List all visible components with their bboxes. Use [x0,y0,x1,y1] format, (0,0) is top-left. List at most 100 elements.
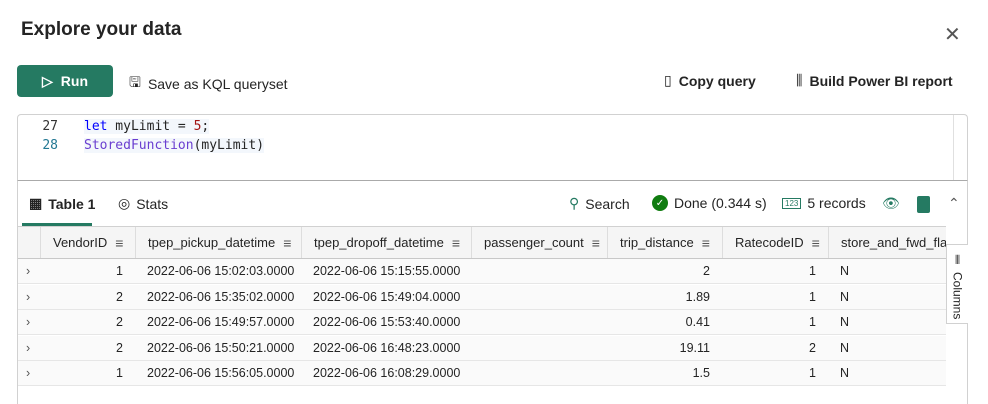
search-button[interactable]: ⚲ Search [569,195,630,212]
query-editor[interactable]: 27 let myLimit = 5; 28 StoredFunction(my… [17,114,968,181]
column-menu-icon[interactable]: ≡ [701,234,710,251]
table-row[interactable]: › 1 2022-06-06 15:56:05.0000 2022-06-06 16:… [18,361,946,386]
tab-label: Table 1 [48,195,96,212]
table-cell: 2022-06-06 16:48:23.0000 [313,340,461,355]
status: ✓ Done (0.344 s) [652,195,767,211]
column-header[interactable]: store_and_fwd_flag≡ [828,227,946,258]
table-cell: 0.41 [685,315,710,329]
expand-row-icon[interactable]: › [26,340,31,355]
copy-label: Copy query [678,72,756,89]
expand-row-icon[interactable]: › [26,264,31,278]
line-number: 27 [42,119,58,134]
expand-column [18,227,40,258]
tab-label: Stats [136,195,169,212]
status-text: Done (0.344 s) [674,195,767,211]
table-cell [471,361,607,385]
tab-table-1[interactable]: ▦ Table 1 [29,195,95,212]
records-text: 5 records [807,195,866,211]
column-header[interactable]: tpep_dropoff_datetime ≡ [301,227,471,258]
expand-row-icon[interactable]: › [26,289,31,304]
table-cell: N [840,366,850,380]
table-cell: 2022-06-06 15:50:21.0000 [147,340,295,355]
number-icon: 123 [782,197,802,209]
code-line: StoredFunction(myLimit) [84,138,265,153]
column-header[interactable]: VendorID ≡ [40,227,135,258]
table-cell: 2 [116,340,123,355]
column-menu-icon[interactable]: ≡ [591,234,600,251]
column-menu-icon[interactable]: ≡ [451,234,461,251]
column-title: passenger_count [484,235,584,250]
clipboard-icon[interactable] [917,196,930,213]
active-tab-indicator [22,223,92,226]
copy-icon: ▯ [664,72,672,88]
column-header[interactable]: passenger_count ≡ [471,227,607,258]
powerbi-label: Build Power BI report [809,72,953,89]
table-row[interactable]: › 2 2022-06-06 15:50:21.0000 2022-06-06 16:… [18,335,946,361]
table-row[interactable]: › 1 2022-06-06 15:02:03.0000 2022-06-06 15:… [18,259,946,284]
expand-row-icon[interactable]: › [26,315,31,329]
column-title: VendorID [53,235,108,250]
table-cell: N [840,315,850,329]
table-cell: 2022-06-06 15:56:05.0000 [147,366,295,380]
table-cell: 1 [809,289,816,304]
eye-icon[interactable]: 👁 [882,195,900,211]
column-menu-icon[interactable]: ≡ [811,234,820,251]
column-menu-icon[interactable]: ≡ [283,234,292,251]
expand-row-icon[interactable]: › [26,366,31,380]
table-cell: 2 [809,340,816,355]
dialog-title: Explore your data [21,19,182,40]
table-cell: 1 [116,366,123,380]
record-count: 123 5 records [782,195,866,211]
column-header[interactable]: RatecodeID ≡ [722,227,828,258]
columns-panel-toggle[interactable]: ⦀ Columns [946,244,968,324]
table-cell: 2022-06-06 15:49:04.0000 [313,289,461,304]
table-cell: N [840,264,850,278]
table-cell: 2 [116,315,123,329]
tab-stats[interactable]: ◎ Stats [118,195,168,212]
column-header[interactable]: trip_distance ≡ [607,227,722,258]
copy-query-button[interactable]: ▯ Copy query [664,72,756,89]
table-cell: 2022-06-06 15:53:40.0000 [313,315,461,329]
table-row[interactable]: › 2 2022-06-06 15:49:57.0000 2022-06-06 15:… [18,310,946,335]
table-cell [471,336,607,360]
run-label: Run [60,73,88,89]
stats-icon: ◎ [118,195,131,211]
editor-scrollbar[interactable] [953,115,967,180]
columns-icon: ⦀ [954,253,961,267]
table-cell: 2022-06-06 16:08:29.0000 [313,366,461,380]
table-cell: 1 [809,264,816,278]
table-cell: 1.5 [692,366,710,380]
close-icon[interactable]: ✕ [944,24,961,46]
save-icon: 🖫 [129,74,141,90]
table-cell: 1.89 [685,289,710,304]
table-row[interactable]: › 2 2022-06-06 15:35:02.0000 2022-06-06 15:… [18,284,946,310]
chart-icon: ⫼ [796,72,803,88]
column-header[interactable]: tpep_pickup_datetime ≡ [135,227,301,258]
save-as-queryset-button[interactable]: 🖫 Save as KQL queryset [129,72,288,96]
code-line: let myLimit = 5; [84,119,210,134]
column-menu-icon[interactable]: ≡ [115,234,124,251]
columns-label: Columns [950,272,965,320]
collapse-icon[interactable]: ⌃ [948,195,960,211]
column-title: tpep_pickup_datetime [148,235,276,250]
table-icon: ▦ [29,195,43,211]
search-label: Search [585,195,630,212]
column-title: trip_distance [620,235,694,250]
table-cell: 2 [703,264,710,278]
table-cell: 1 [809,315,816,329]
table-cell: 1 [809,366,816,380]
table-cell: 1 [116,264,123,278]
column-title: store_and_fwd_flag [841,235,946,250]
run-button[interactable]: ▷ Run [17,65,113,97]
table-cell: 2022-06-06 15:35:02.0000 [147,289,295,304]
line-number: 28 [42,138,58,153]
table-cell: N [840,340,850,355]
table-cell: 2022-06-06 15:02:03.0000 [147,264,295,278]
table-cell [471,285,607,309]
build-powerbi-button[interactable]: ⫼ Build Power BI report [796,72,953,89]
table-cell: N [840,289,850,304]
search-icon: ⚲ [569,195,580,211]
save-label: Save as KQL queryset [147,76,288,92]
table-cell: 2 [116,289,123,304]
table-cell: 2022-06-06 15:15:55.0000 [313,264,461,278]
